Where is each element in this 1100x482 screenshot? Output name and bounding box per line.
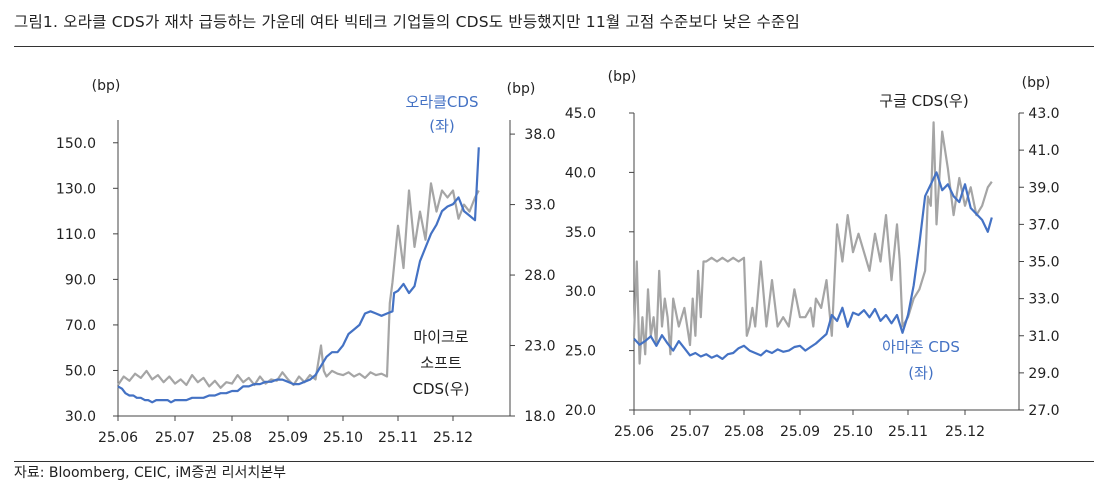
- chart2-left-unit: (bp): [608, 69, 637, 85]
- chart2-right-tick-label: 29.0: [1028, 366, 1059, 382]
- chart1-left-tick-label: 50.0: [65, 363, 96, 379]
- chart1-x-tick-label: 25.12: [433, 430, 473, 446]
- chart1-series-right-line: [117, 182, 480, 389]
- chart2-x-tick-label: 25.09: [780, 424, 820, 440]
- chart1-right-tick-label: 38.0: [524, 127, 555, 143]
- chart2-x-tick-label: 25.11: [888, 424, 928, 440]
- chart2-right-tick-label: 43.0: [1028, 106, 1059, 122]
- chart1-x-tick-label: 25.10: [323, 430, 363, 446]
- chart2-x-tick-label: 25.06: [614, 424, 654, 440]
- chart2-right-tick-label: 41.0: [1028, 143, 1059, 159]
- chart1-x-tick-label: 25.07: [155, 430, 195, 446]
- chart1-series-label: (좌): [429, 117, 455, 135]
- chart1-right-tick-label: 33.0: [524, 198, 555, 214]
- chart1-x-tick-label: 25.08: [212, 430, 252, 446]
- chart2-x-tick-label: 25.08: [724, 424, 764, 440]
- chart1-left-tick-label: 130.0: [56, 181, 96, 197]
- chart1-left-tick-label: 30.0: [65, 409, 96, 425]
- chart1-series-label: 마이크로: [413, 328, 468, 346]
- chart2-left-tick-label: 45.0: [565, 106, 596, 122]
- source-note: 자료: Bloomberg, CEIC, iM증권 리서치본부: [14, 465, 286, 481]
- chart2-series-label: (좌): [908, 364, 934, 382]
- chart1-right-tick-label: 28.0: [524, 268, 555, 284]
- chart2-right-unit: (bp): [1022, 75, 1051, 91]
- chart1-left-unit: (bp): [92, 78, 121, 94]
- title-rule: [14, 46, 1094, 47]
- chart2-series-left-line: [633, 171, 993, 360]
- chart2-right-tick-label: 35.0: [1028, 255, 1059, 271]
- chart2-left-tick-label: 35.0: [565, 225, 596, 241]
- chart2-right-tick-label: 39.0: [1028, 180, 1059, 196]
- chart1-right-tick-label: 23.0: [524, 339, 555, 355]
- chart2-right-tick-label: 37.0: [1028, 217, 1059, 233]
- source-rule: [14, 461, 1094, 462]
- chart1-left-tick-label: 150.0: [56, 136, 96, 152]
- chart2-series-label: 구글 CDS(우): [879, 92, 968, 110]
- chart1-left-tick-label: 70.0: [65, 318, 96, 334]
- chart1-left-tick-label: 90.0: [65, 272, 96, 288]
- chart2-left-tick-label: 25.0: [565, 344, 596, 360]
- chart1-series-left-line: [117, 147, 480, 404]
- chart2-right-tick-label: 31.0: [1028, 329, 1059, 345]
- chart1-series-label: 오라클CDS: [406, 93, 479, 111]
- chart1-right-unit: (bp): [507, 81, 536, 97]
- chart1-x-tick-label: 25.09: [268, 430, 308, 446]
- chart2-right-tick-label: 27.0: [1028, 403, 1059, 419]
- chart2-series-right-line: [632, 121, 993, 365]
- chart1-x-tick-label: 25.11: [378, 430, 418, 446]
- chart2-x-tick-label: 25.10: [833, 424, 873, 440]
- chart2-x-tick-label: 25.07: [670, 424, 710, 440]
- chart2-left-tick-label: 20.0: [565, 403, 596, 419]
- chart2-left-tick-label: 30.0: [565, 284, 596, 300]
- chart1-right-tick-label: 18.0: [524, 409, 555, 425]
- chart1-series-label: 소프트: [420, 354, 462, 372]
- chart2-x-tick-label: 25.12: [945, 424, 985, 440]
- chart2-series-label: 아마존 CDS: [882, 338, 960, 356]
- chart2-right-tick-label: 33.0: [1028, 292, 1059, 308]
- chart2-left-tick-label: 40.0: [565, 165, 596, 181]
- chart1-series-label: CDS(우): [412, 380, 469, 398]
- chart1-left-tick-label: 110.0: [56, 227, 96, 243]
- figure-title: 그림1. 오라클 CDS가 재차 급등하는 가운데 여타 빅테크 기업들의 CD…: [14, 13, 800, 31]
- chart1-x-tick-label: 25.06: [98, 430, 138, 446]
